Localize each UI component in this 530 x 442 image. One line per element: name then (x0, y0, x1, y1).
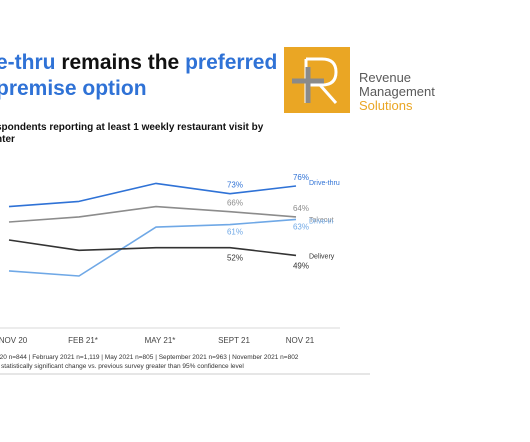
footnote-significance: s statistically significant change vs. p… (0, 363, 244, 370)
chart-title: e-thru remains the preferred premise opt… (0, 50, 286, 102)
logo-r-icon (292, 57, 338, 104)
subtitle-line-2: nter (0, 134, 15, 145)
x-tick-label: NOV 21 (286, 336, 315, 345)
data-label-delivery: 49% (293, 261, 309, 270)
series-label-takeout: Takeout (309, 217, 334, 224)
logo-line-1: Revenue (359, 70, 412, 85)
data-label-drive-thru: 73% (227, 181, 243, 190)
series-label-drive-thru: Drive-thru (309, 180, 340, 187)
logo-wordmark: Revenue Management Solutions (359, 71, 435, 113)
series-line-drive-thru (8, 182, 297, 208)
x-tick-label: FEB 21* (68, 336, 98, 345)
logo-line-3: Solutions (359, 98, 413, 113)
series-label-drive-in: Drive-in (309, 218, 333, 225)
title-part-3: preferred (185, 51, 278, 74)
data-label-drive-in: 61% (227, 228, 243, 237)
series-label-delivery: Delivery (309, 253, 335, 260)
data-label-takeout: 64% (293, 204, 309, 213)
logo: Revenue Management Solutions (284, 47, 464, 113)
footnote: 020 n=844 | February 2021 n=1,119 | May … (0, 353, 376, 371)
x-tick-label: NOV 20 (0, 336, 28, 345)
x-tick-label: SEPT 21 (218, 336, 250, 345)
title-part-2: remains the (55, 51, 186, 74)
subtitle-line-1: spondents reporting at least 1 weekly re… (0, 122, 264, 133)
data-label-drive-thru: 76% (293, 173, 309, 182)
x-tick-label: MAY 21* (145, 336, 176, 345)
data-label-delivery: 52% (227, 254, 243, 263)
logo-mark (284, 47, 350, 113)
logo-line-2: Management (359, 84, 435, 99)
plot-area: NOV 20 FEB 21* MAY 21* SEPT 21 NOV 2173%76%D… (0, 173, 370, 375)
series-line-drive-in (8, 218, 297, 277)
title-part-1: e-thru (0, 51, 56, 74)
series-line-takeout (8, 205, 297, 223)
data-label-drive-in: 63% (293, 222, 309, 231)
data-label-takeout: 66% (227, 199, 243, 208)
title-line-2: premise option (0, 77, 147, 100)
series-line-delivery (8, 239, 297, 257)
chart-subtitle: spondents reporting at least 1 weekly re… (0, 122, 296, 146)
footnote-sample-sizes: 020 n=844 | February 2021 n=1,119 | May … (0, 354, 299, 361)
